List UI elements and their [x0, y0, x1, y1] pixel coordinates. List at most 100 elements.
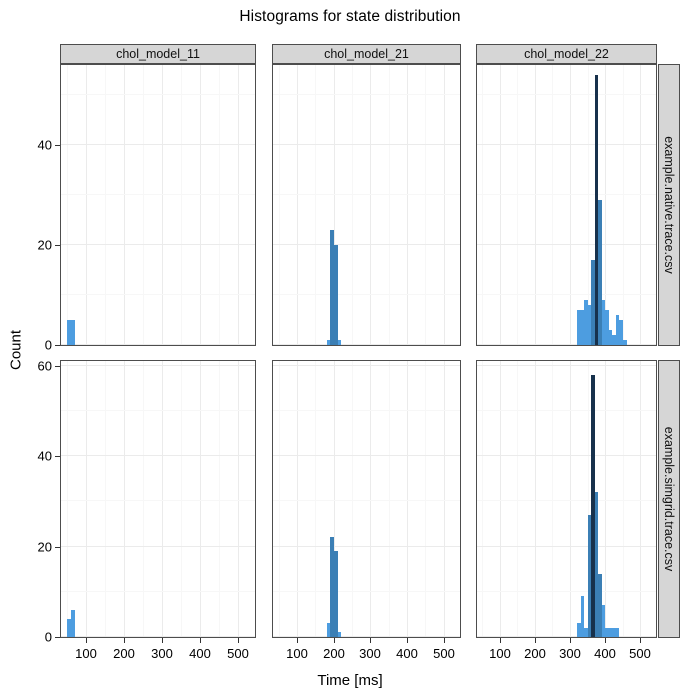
gridline-vertical-minor	[315, 65, 316, 345]
facet-panel	[60, 64, 256, 346]
facet-panel	[476, 360, 657, 638]
gridline-horizontal-major	[477, 636, 656, 637]
x-axis-tick-label: 100	[286, 646, 308, 661]
gridline-vertical-minor	[588, 361, 589, 637]
gridline-horizontal-minor	[61, 94, 255, 95]
gridline-horizontal-major	[273, 455, 460, 456]
histogram-bar	[591, 260, 595, 345]
gridline-vertical-minor	[482, 361, 483, 637]
x-axis-tick	[238, 638, 239, 643]
gridline-vertical-minor	[279, 361, 280, 637]
histogram-bar	[619, 320, 623, 345]
gridline-vertical-major	[570, 65, 571, 345]
y-axis-tick-label: 40	[37, 448, 52, 464]
x-axis-label: Time [ms]	[317, 672, 383, 689]
gridline-vertical-major	[370, 361, 371, 637]
gridline-vertical-major	[200, 361, 201, 637]
histogram-bar	[333, 245, 338, 345]
gridline-horizontal-major	[61, 636, 255, 637]
gridline-vertical-minor	[623, 65, 624, 345]
y-axis-tick	[55, 637, 60, 638]
histogram-bar	[577, 623, 581, 637]
x-axis-tick-label: 400	[594, 646, 616, 661]
histogram-bar	[326, 340, 331, 345]
x-axis-tick	[444, 638, 445, 643]
gridline-vertical-minor	[105, 361, 106, 637]
histogram-bar	[601, 300, 606, 345]
gridline-vertical-minor	[482, 65, 483, 345]
gridline-horizontal-minor	[273, 591, 460, 592]
x-axis-tick-label: 500	[433, 646, 455, 661]
facet-strip-column: chol_model_11	[60, 44, 256, 64]
y-axis-tick	[55, 145, 60, 146]
gridline-horizontal-minor	[61, 194, 255, 195]
gridline-vertical-major	[162, 361, 163, 637]
gridline-vertical-major	[334, 65, 335, 345]
gridline-vertical-minor	[425, 361, 426, 637]
gridline-horizontal-minor	[477, 591, 656, 592]
histogram-bar	[608, 627, 613, 637]
gridline-vertical-minor	[389, 65, 390, 345]
gridline-vertical-minor	[143, 361, 144, 637]
chart-title: Histograms for state distribution	[239, 8, 461, 25]
gridline-horizontal-major	[61, 144, 255, 145]
y-axis-tick	[55, 245, 60, 246]
gridline-vertical-major	[407, 361, 408, 637]
gridline-horizontal-major	[477, 365, 656, 366]
gridline-vertical-minor	[181, 65, 182, 345]
histogram-bar	[587, 305, 592, 345]
histogram-bar	[591, 374, 595, 637]
facet-strip-column: chol_model_21	[272, 44, 461, 64]
gridline-vertical-minor	[517, 361, 518, 637]
gridline-vertical-minor	[588, 65, 589, 345]
facet-strip-row-label: example.simgrid.trace.csv	[662, 426, 676, 572]
histogram-bar	[608, 330, 613, 345]
gridline-horizontal-major	[61, 365, 255, 366]
gridline-vertical-minor	[517, 65, 518, 345]
histogram-bar	[615, 315, 620, 345]
x-axis-tick-label: 200	[524, 646, 546, 661]
x-axis-tick	[640, 638, 641, 643]
x-axis-tick-label: 400	[189, 646, 211, 661]
histogram-bar	[326, 623, 331, 637]
histogram-bar	[584, 300, 588, 345]
gridline-horizontal-major	[273, 144, 460, 145]
gridline-vertical-major	[640, 65, 641, 345]
x-axis-tick	[297, 638, 298, 643]
y-axis-tick-label: 20	[37, 539, 52, 555]
histogram-bar	[587, 514, 592, 637]
x-axis-tick-label: 300	[359, 646, 381, 661]
gridline-vertical-minor	[219, 361, 220, 637]
gridline-horizontal-major	[61, 244, 255, 245]
gridline-vertical-major	[444, 361, 445, 637]
gridline-vertical-minor	[352, 65, 353, 345]
histogram-bar	[67, 320, 71, 345]
gridline-vertical-major	[162, 65, 163, 345]
x-axis-tick-label: 500	[629, 646, 651, 661]
y-axis-tick	[55, 366, 60, 367]
x-axis-tick-label: 200	[323, 646, 345, 661]
x-axis-tick	[162, 638, 163, 643]
histogram-bar	[605, 627, 609, 637]
gridline-vertical-minor	[315, 361, 316, 637]
x-axis-tick-label: 100	[489, 646, 511, 661]
gridline-horizontal-minor	[273, 94, 460, 95]
facet-panel	[272, 360, 461, 638]
gridline-horizontal-minor	[477, 410, 656, 411]
gridline-vertical-major	[444, 65, 445, 345]
gridline-horizontal-minor	[61, 591, 255, 592]
gridline-horizontal-minor	[61, 410, 255, 411]
histogram-bar	[623, 340, 627, 345]
gridline-vertical-major	[124, 65, 125, 345]
facet-panel	[476, 64, 657, 346]
y-axis-tick-label: 20	[37, 237, 52, 253]
facet-strip-column: chol_model_22	[476, 44, 657, 64]
histogram-bar	[330, 537, 334, 637]
gridline-vertical-major	[605, 361, 606, 637]
x-axis-tick	[535, 638, 536, 643]
gridline-vertical-minor	[181, 361, 182, 637]
y-axis-tick	[55, 456, 60, 457]
gridline-horizontal-major	[273, 546, 460, 547]
gridline-horizontal-minor	[273, 410, 460, 411]
